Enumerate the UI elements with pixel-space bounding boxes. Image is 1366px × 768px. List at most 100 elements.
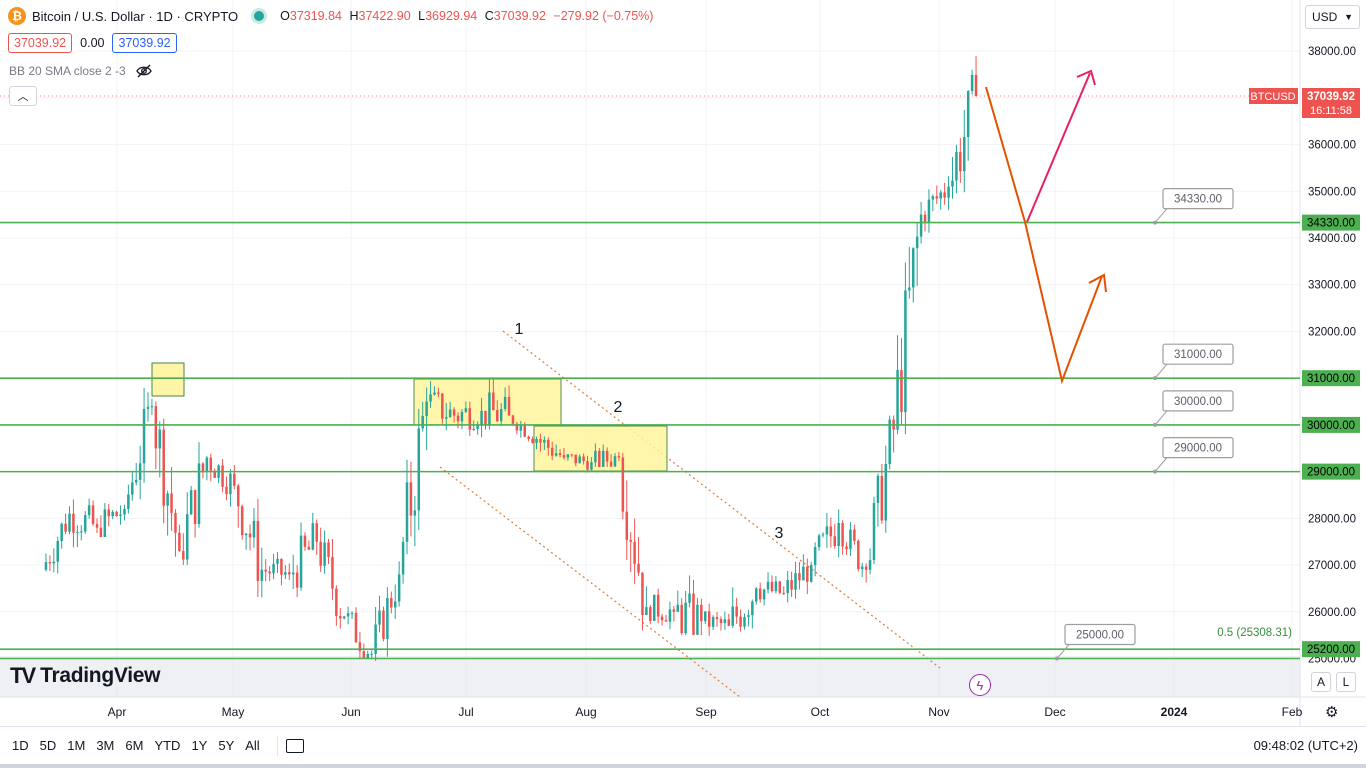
range-3m[interactable]: 3M [96,738,115,753]
gear-icon[interactable]: ⚙ [1325,704,1339,721]
price-tick-label: 33000.00 [1308,280,1356,292]
candle-body [790,579,793,590]
candle-body [342,616,346,619]
callout-anchor [1055,656,1059,661]
time-tick-label: Feb [1282,705,1303,719]
candle-body [688,593,691,603]
candle-body [723,619,727,624]
candle-body [664,620,668,622]
candle-body [676,604,680,612]
candle-body [704,611,707,622]
candle-body [362,651,366,659]
indicator-legend[interactable]: BB 20 SMA close 2 -3 [9,64,152,78]
candle-body [849,529,852,550]
level-axis-badge [1302,641,1360,658]
candle-body [276,559,279,564]
fib-level-label: 0.5 (25308.31) [1217,627,1292,639]
callout-pointer [1154,410,1168,426]
candle-body [511,415,515,424]
candle-body [621,457,625,512]
candle-body [374,624,377,654]
forecast-path-up [1026,72,1091,223]
currency-selector[interactable]: USD ▼ [1305,5,1360,29]
candle-body [115,511,118,517]
candle-body [731,606,734,626]
candle-body [44,562,48,570]
level-axis-badge [1302,416,1360,433]
candle-body [758,588,762,600]
candle-body [876,475,880,503]
candle-body [464,408,468,412]
lightning-icon[interactable]: ϟ [969,674,991,696]
current-price-text: 37039.92 [1307,91,1355,103]
candle-body [782,592,785,594]
sell-button[interactable]: 37039.92 [8,33,73,53]
range-1m[interactable]: 1M [67,738,86,753]
log-scale-button[interactable]: L [1336,672,1356,692]
candle-body [660,616,664,621]
time-tick-label: Sep [695,705,717,719]
arrow-head-icon [1076,69,1096,86]
candle-body [244,533,248,536]
level-axis-text: 29000.00 [1307,467,1355,479]
candle-body [233,473,236,486]
candle-body [209,457,213,471]
collapse-legend-button[interactable]: ︿ [9,86,37,106]
candle-body [641,572,644,616]
range-ytd[interactable]: YTD [154,738,181,753]
level-axis-text: 25200.00 [1307,644,1355,656]
candle-body [786,579,789,594]
symbol-title[interactable]: Bitcoin / U.S. Dollar · 1D · CRYPTO [32,8,239,24]
candle-body [48,562,52,564]
buy-button[interactable]: 37039.92 [112,33,177,53]
candle-body [264,569,267,572]
range-5d[interactable]: 5D [39,738,57,753]
range-6m[interactable]: 6M [125,738,144,753]
callout-pointer [1154,457,1168,472]
candle-body [963,136,966,172]
auto-scale-button[interactable]: A [1311,672,1331,692]
callout-anchor [1153,422,1157,427]
candle-body [476,425,479,429]
candle-body [433,392,436,395]
candle-body [515,423,519,431]
candle-body [154,406,158,449]
candle-body [323,542,326,566]
time-tick-label: Aug [575,705,596,719]
candle-body [908,287,911,291]
candle-body [417,428,421,511]
range-all[interactable]: All [245,738,260,753]
candle-body [970,75,974,92]
eye-hidden-icon[interactable] [135,64,152,78]
candle-body [111,511,114,517]
candle-body [295,572,299,588]
candle-body [743,616,746,627]
range-5y[interactable]: 5Y [218,738,235,753]
candle-body [864,566,868,570]
candle-body [888,419,891,464]
candle-body [762,589,766,600]
candle-body [421,416,424,429]
clock[interactable]: 09:48:02 (UTC+2) [1253,738,1358,753]
candle-body [684,602,687,634]
candle-body [766,581,770,590]
candle-body [692,593,695,635]
range-1d[interactable]: 1D [12,738,29,753]
candle-body [413,510,417,516]
candle-body [327,542,330,558]
candle-body [405,482,409,542]
candle-body [185,514,189,560]
level-axis-badge [1302,370,1360,387]
candle-body [633,541,636,564]
candle-body [378,610,381,625]
price-tick-label: 36000.00 [1308,140,1356,152]
candle-body [935,196,939,199]
calendar-icon[interactable] [285,738,304,753]
callout-anchor [1153,469,1157,474]
candle-body [358,642,362,652]
range-1y[interactable]: 1Y [191,738,208,753]
price-chart[interactable]: 34330.00 31000.00 30000.00 29000.00 25000.00… [0,0,1366,726]
candle-body [146,406,150,409]
candle-body [711,617,715,627]
candle-body [307,546,311,550]
